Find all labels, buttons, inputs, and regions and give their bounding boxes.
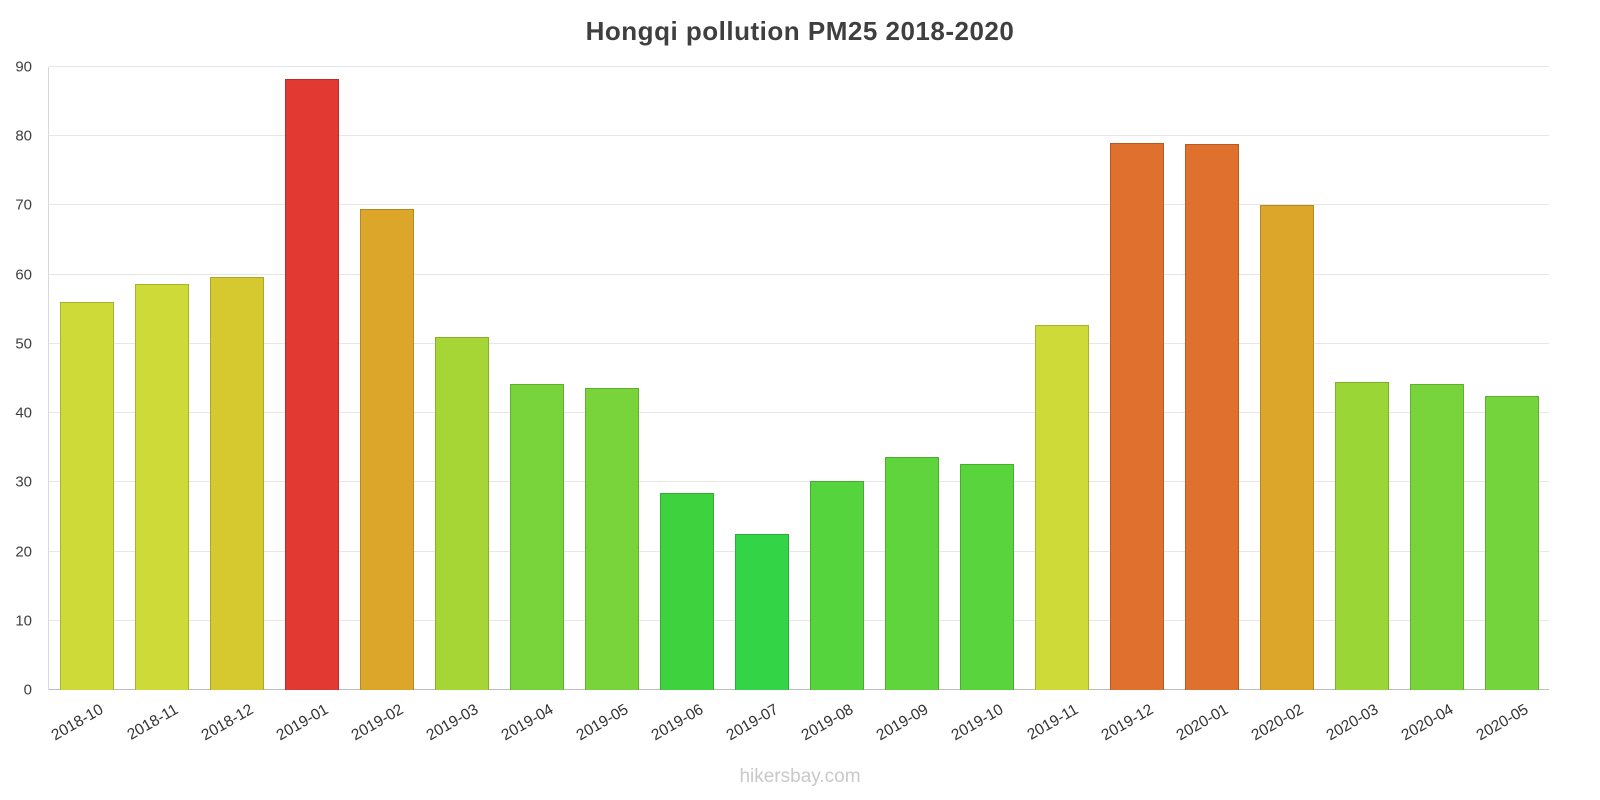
x-tick-label: 2019-05 — [573, 701, 631, 745]
bar — [209, 276, 264, 690]
y-tick-label: 30 — [15, 473, 32, 491]
gridline — [49, 481, 1549, 483]
bar — [659, 492, 714, 690]
y-tick-label: 20 — [15, 543, 32, 561]
gridline — [49, 273, 1549, 275]
x-tick-label: 2019-12 — [1098, 701, 1156, 745]
x-tick-label: 2019-09 — [873, 701, 931, 745]
chart-title: Hongqi pollution PM25 2018-2020 — [585, 16, 1015, 46]
x-tick-label: 2018-11 — [124, 701, 181, 744]
bar — [809, 480, 864, 690]
x-tick-label: 2020-01 — [1173, 701, 1231, 745]
x-tick-label: 2019-07 — [723, 701, 782, 745]
y-tick-label: 80 — [15, 127, 32, 145]
bar — [284, 79, 339, 690]
bar — [1034, 325, 1089, 690]
bar — [1334, 381, 1389, 690]
y-axis: 0 10 20 30 40 50 60 70 80 90 — [0, 59, 42, 699]
x-tick-label: 2019-03 — [423, 701, 481, 745]
gridline — [49, 619, 1549, 621]
x-axis: 2018-10 2018-11 2018-12 2019-01 2019-02 2019-… — [48, 693, 1548, 763]
x-tick-label: 2019-01 — [273, 701, 331, 745]
x-tick-label: 2019-04 — [498, 701, 556, 745]
gridline — [49, 66, 1549, 67]
bar — [959, 463, 1014, 690]
gridline — [49, 412, 1549, 414]
y-tick-label: 40 — [15, 404, 32, 422]
gridline — [49, 135, 1549, 137]
bar — [1109, 143, 1164, 690]
x-tick-label: 2018-12 — [198, 701, 256, 745]
bar — [359, 208, 414, 690]
bar — [584, 387, 639, 690]
y-tick-label: 0 — [23, 681, 32, 699]
y-tick-label: 90 — [15, 58, 32, 76]
bar — [1184, 143, 1239, 690]
bar — [434, 336, 489, 690]
bar — [734, 534, 789, 690]
x-tick-label: 2020-05 — [1473, 701, 1531, 745]
y-tick-label: 10 — [15, 612, 32, 630]
x-axis-line — [49, 689, 1549, 690]
y-tick-label: 70 — [15, 196, 32, 214]
watermark-text: hikersbay.com — [739, 766, 861, 787]
gridline — [49, 550, 1549, 552]
bar — [1409, 384, 1464, 690]
y-tick-label: 60 — [15, 266, 32, 284]
x-tick-label: 2020-02 — [1248, 701, 1306, 745]
gridline — [49, 204, 1549, 206]
gridline — [49, 342, 1549, 344]
bar — [1259, 205, 1314, 690]
bar — [509, 384, 564, 690]
x-tick-label: 2018-10 — [48, 701, 106, 745]
x-tick-label: 2019-06 — [648, 701, 706, 745]
y-tick-label: 50 — [15, 335, 32, 353]
bar — [59, 302, 114, 690]
x-tick-label: 2019-02 — [348, 701, 406, 745]
x-tick-label: 2019-11 — [1024, 701, 1082, 744]
x-tick-label: 2020-04 — [1398, 701, 1456, 745]
bar — [134, 283, 189, 690]
bar — [884, 457, 939, 690]
bar — [1484, 395, 1539, 690]
x-tick-label: 2019-08 — [798, 701, 856, 745]
x-tick-label: 2019-10 — [948, 701, 1006, 745]
plot-area — [48, 66, 1549, 690]
x-tick-label: 2020-03 — [1323, 701, 1381, 745]
